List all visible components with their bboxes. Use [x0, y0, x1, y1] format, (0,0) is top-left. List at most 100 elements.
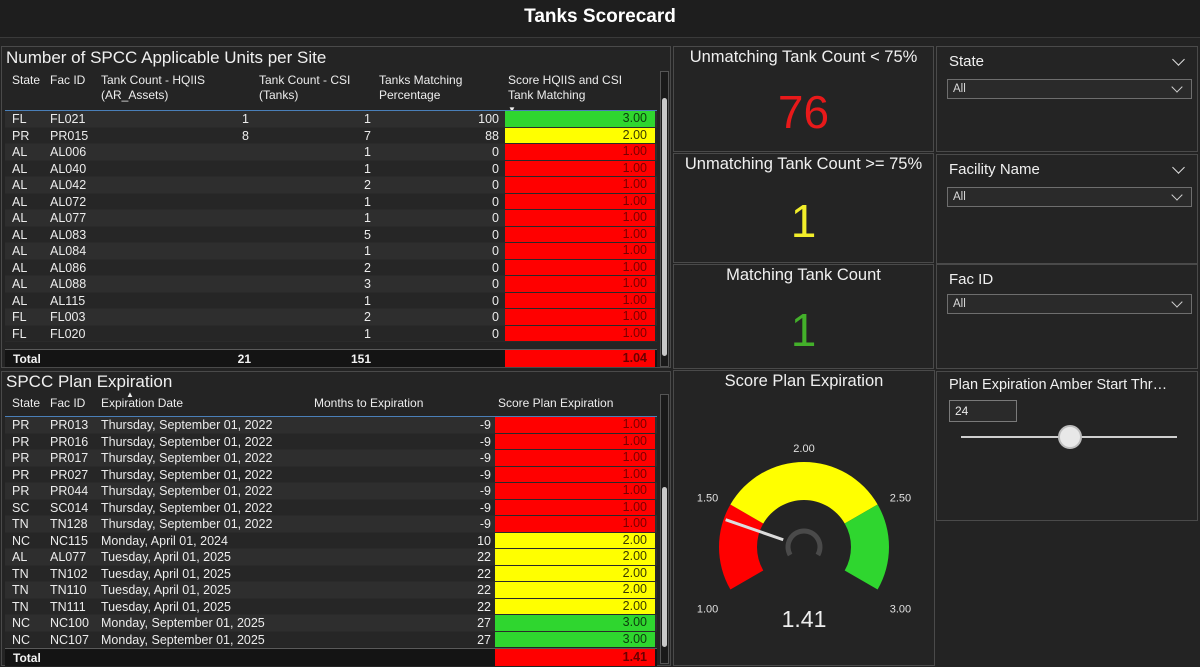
cell-fac-id: PR013: [50, 418, 89, 432]
state-slicer: State All: [936, 46, 1198, 152]
table-row[interactable]: PR PR027 Thursday, September 01, 2022 -9 1.0…: [5, 466, 657, 483]
table-row[interactable]: PR PR044 Thursday, September 01, 2022 -9 1.0…: [5, 483, 657, 500]
chevron-down-icon[interactable]: [1171, 296, 1183, 308]
units-total-hq: 21: [237, 352, 251, 366]
threshold-input[interactable]: 24: [949, 400, 1017, 422]
col-header-pct-line1[interactable]: Tanks Matching: [379, 73, 463, 87]
table-row[interactable]: AL AL077 Tuesday, April 01, 2025 22 2.00: [5, 549, 657, 566]
units-table-scrollbar[interactable]: [660, 71, 669, 367]
cell-fac-id: TN110: [50, 583, 87, 597]
table-row[interactable]: AL AL083 5 0 1.00: [5, 226, 657, 243]
cell-score: 1.00: [505, 193, 655, 209]
threshold-slicer: Plan Expiration Amber Start Thr… 24: [936, 371, 1198, 521]
table-row[interactable]: NC NC115 Monday, April 01, 2024 10 2.00: [5, 532, 657, 549]
threshold-slider-handle[interactable]: [1058, 425, 1082, 449]
table-row[interactable]: NC NC107 Monday, September 01, 2025 27 3.00: [5, 631, 657, 647]
table-row[interactable]: TN TN128 Thursday, September 01, 2022 -9 1.0…: [5, 516, 657, 533]
table-row[interactable]: AL AL115 1 0 1.00: [5, 292, 657, 309]
col-header-months-to-expiration[interactable]: Months to Expiration: [314, 396, 424, 410]
gauge-band-0: [719, 504, 764, 590]
table-row[interactable]: TN TN102 Tuesday, April 01, 2025 22 2.00: [5, 565, 657, 582]
col-header-state[interactable]: State: [12, 73, 41, 87]
chevron-down-icon[interactable]: [1172, 161, 1185, 174]
cell-expiration-date: Thursday, September 01, 2022: [101, 484, 273, 498]
table-row[interactable]: AL AL086 2 0 1.00: [5, 259, 657, 276]
facility-name-dropdown[interactable]: All: [947, 187, 1192, 207]
cell-matching-pct: 100: [478, 112, 499, 126]
table-row[interactable]: AL AL040 1 0 1.00: [5, 160, 657, 177]
table-row[interactable]: PR PR015 8 7 88 2.00: [5, 127, 657, 144]
table-row[interactable]: AL AL077 1 0 1.00: [5, 210, 657, 227]
col-header-score-line1[interactable]: Score HQIIS and CSI: [508, 73, 623, 87]
col-header-pct-line2: Percentage: [379, 88, 441, 102]
col-header-hqiis-line2: (AR_Assets): [101, 88, 169, 102]
cell-csi-count: 5: [364, 227, 371, 242]
cell-score: 3.00: [495, 615, 655, 631]
cell-matching-pct: 0: [492, 326, 499, 341]
cell-months-to-expiration: 27: [477, 616, 491, 630]
kpi-title: Unmatching Tank Count >= 75%: [684, 155, 923, 173]
cell-fac-id: PR027: [50, 467, 89, 482]
col-header-hqiis-line1[interactable]: Tank Count - HQIIS: [101, 73, 206, 87]
table-row[interactable]: PR PR017 Thursday, September 01, 2022 -9 1.0…: [5, 450, 657, 467]
chevron-down-icon[interactable]: [1172, 53, 1185, 66]
cell-expiration-date: Monday, September 01, 2025: [101, 616, 265, 630]
units-scroll-thumb[interactable]: [662, 98, 667, 356]
expiration-table-panel: SPCC Plan Expiration State Fac ID Expira…: [1, 371, 671, 666]
gauge-title: Score Plan Expiration: [724, 372, 884, 390]
table-row[interactable]: AL AL072 1 0 1.00: [5, 193, 657, 210]
chevron-down-icon[interactable]: [1171, 81, 1183, 93]
col-header-fac-id[interactable]: Fac ID: [50, 73, 86, 87]
cell-state: TN: [12, 517, 29, 531]
gauge-band-1: [730, 462, 878, 524]
units-total-label: Total: [13, 352, 41, 366]
chevron-down-icon[interactable]: [1171, 189, 1183, 201]
cell-expiration-date: Thursday, September 01, 2022: [101, 517, 273, 531]
cell-score: 2.00: [495, 565, 655, 581]
expiration-table-scrollbar[interactable]: [660, 394, 669, 664]
cell-months-to-expiration: -9: [479, 434, 491, 449]
sort-ascending-icon[interactable]: ▲: [126, 390, 134, 399]
cell-matching-pct: 0: [492, 178, 499, 192]
cell-matching-pct: 0: [492, 293, 499, 308]
table-row[interactable]: AL AL084 1 0 1.00: [5, 243, 657, 260]
table-row[interactable]: PR PR013 Thursday, September 01, 2022 -9 1.0…: [5, 417, 657, 434]
state-dropdown[interactable]: All: [947, 79, 1192, 99]
cell-months-to-expiration: 27: [477, 632, 491, 647]
cell-state: AL: [12, 211, 28, 225]
table-row[interactable]: AL AL042 2 0 1.00: [5, 177, 657, 194]
table-row[interactable]: FL FL021 1 1 100 3.00: [5, 111, 657, 128]
col-header-expiration-date[interactable]: Expiration Date: [101, 396, 184, 410]
table-row[interactable]: TN TN110 Tuesday, April 01, 2025 22 2.00: [5, 582, 657, 599]
table-row[interactable]: FL FL003 2 0 1.00: [5, 309, 657, 326]
units-total-row: Total 21 151 1.04: [5, 349, 657, 367]
table-row[interactable]: TN TN111 Tuesday, April 01, 2025 22 2.00: [5, 598, 657, 615]
fac-id-dropdown[interactable]: All: [947, 294, 1192, 314]
cell-fac-id: PR017: [50, 451, 89, 465]
expiration-scroll-thumb[interactable]: [662, 487, 667, 647]
cell-score: 2.00: [495, 598, 655, 614]
table-row[interactable]: PR PR016 Thursday, September 01, 2022 -9 1.0…: [5, 433, 657, 450]
cell-state: AL: [12, 277, 28, 291]
table-row[interactable]: SC SC014 Thursday, September 01, 2022 -9 1.0…: [5, 499, 657, 516]
col-header-fac-id[interactable]: Fac ID: [50, 396, 86, 410]
col-header-state[interactable]: State: [12, 396, 41, 410]
table-row[interactable]: NC NC100 Monday, September 01, 2025 27 3.00: [5, 615, 657, 632]
cell-csi-count: 7: [364, 128, 371, 143]
cell-fac-id: FL020: [50, 326, 86, 341]
cell-csi-count: 1: [364, 244, 371, 258]
expiration-header-underline: [5, 416, 657, 417]
col-header-score-plan-expiration[interactable]: Score Plan Expiration: [498, 396, 614, 410]
col-header-csi-line1[interactable]: Tank Count - CSI: [259, 73, 351, 87]
facility-name-dropdown-value: All: [953, 191, 966, 203]
cell-months-to-expiration: 10: [477, 533, 491, 548]
cell-fac-id: AL084: [50, 244, 87, 258]
cell-expiration-date: Thursday, September 01, 2022: [101, 434, 273, 449]
cell-state: TN: [12, 599, 29, 614]
table-row[interactable]: AL AL006 1 0 1.00: [5, 144, 657, 161]
cell-expiration-date: Tuesday, April 01, 2025: [101, 583, 231, 597]
table-row[interactable]: AL AL088 3 0 1.00: [5, 276, 657, 293]
table-row[interactable]: FL FL020 1 0 1.00: [5, 325, 657, 342]
sort-descending-icon[interactable]: ▼: [508, 102, 516, 117]
fac-id-slicer-title: Fac ID: [949, 271, 994, 288]
